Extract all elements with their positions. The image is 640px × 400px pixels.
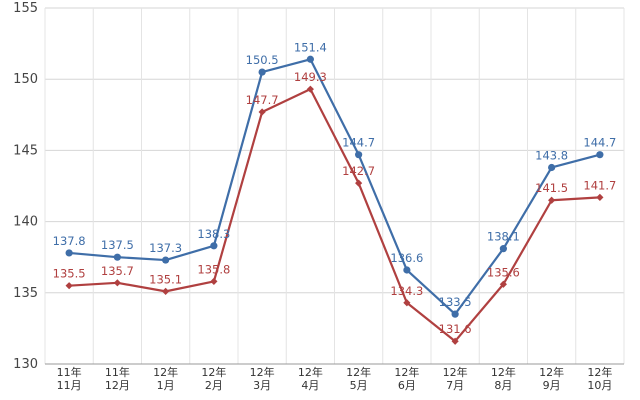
x-tick-label: 12年	[346, 365, 371, 379]
series-2-data-label: 141.5	[535, 181, 568, 195]
series-2-data-label: 135.8	[197, 262, 230, 276]
series-1-data-label: 133.5	[439, 295, 472, 309]
series-2-data-label: 135.6	[487, 265, 520, 279]
series-2-point	[65, 282, 73, 290]
x-tick-label: 9月	[543, 379, 561, 392]
series-2-point	[403, 299, 411, 307]
series-1-data-label: 143.8	[535, 148, 568, 162]
x-tick-label: 3月	[253, 379, 271, 392]
series-1-data-label: 137.5	[101, 238, 134, 252]
series-1-point	[403, 266, 411, 274]
series-1-point	[306, 55, 314, 63]
series-1-data-label: 138.3	[197, 227, 230, 241]
series-layer	[65, 55, 604, 345]
series-1-data-label: 137.8	[53, 234, 86, 248]
x-tick-label: 12年	[153, 365, 178, 379]
series-2-data-label: 149.3	[294, 70, 327, 84]
x-tick-label: 4月	[301, 379, 319, 392]
series-line-1	[69, 58, 601, 316]
series-1-point	[258, 68, 266, 76]
series-2-data-label: 131.6	[439, 322, 472, 336]
x-tick-label: 10月	[587, 379, 612, 392]
series-1-data-label: 138.1	[487, 230, 520, 244]
series-2-point	[499, 280, 507, 288]
series-2-point	[258, 108, 266, 116]
label-layer: 137.8 137.5 137.3 138.3 150.5 151.4 144.7 136.6…	[53, 40, 617, 336]
series-2-data-label: 135.5	[53, 267, 86, 281]
series-2-data-label: 135.7	[101, 264, 134, 278]
x-tick-label: 1月	[157, 379, 175, 392]
x-tick-label: 2月	[205, 379, 223, 392]
y-tick-label: 130	[13, 357, 38, 372]
x-tick-label: 12年	[587, 365, 612, 379]
series-1-point	[499, 245, 507, 253]
y-tick-label: 155	[13, 1, 38, 16]
series-1-data-label: 137.3	[149, 241, 182, 255]
x-tick-label: 12年	[491, 365, 516, 379]
series-2-point	[113, 279, 121, 287]
x-tick-label: 12年	[443, 365, 468, 379]
series-2-point	[162, 287, 170, 295]
axis-layer: 13013514014515015511年11月11年12月12年1月12年2月…	[13, 1, 624, 392]
x-tick-label: 12年	[394, 365, 419, 379]
x-tick-label: 7月	[446, 379, 464, 392]
series-2-data-label: 142.7	[342, 164, 375, 178]
x-tick-label: 12年	[539, 365, 564, 379]
y-tick-label: 145	[13, 143, 38, 158]
x-tick-label: 11年	[105, 365, 130, 379]
series-1-data-label: 144.7	[342, 136, 375, 150]
y-tick-label: 135	[13, 286, 38, 301]
series-2-point	[548, 196, 556, 204]
series-1-data-label: 150.5	[246, 53, 279, 67]
series-1-data-label: 144.7	[583, 136, 616, 150]
series-1-point	[355, 151, 363, 159]
series-2-point	[451, 337, 459, 345]
x-tick-label: 6月	[398, 379, 416, 392]
x-tick-label: 12月	[105, 379, 130, 392]
series-1-point	[162, 256, 170, 264]
grid-layer	[44, 7, 625, 365]
series-2-data-label: 141.7	[583, 178, 616, 192]
series-2-point	[355, 179, 363, 187]
x-tick-label: 5月	[350, 379, 368, 392]
series-1-point	[548, 163, 556, 172]
x-tick-label: 12年	[201, 365, 226, 379]
x-tick-label: 11月	[57, 379, 82, 392]
y-tick-label: 150	[13, 72, 38, 87]
x-tick-label: 12年	[250, 365, 275, 379]
series-2-data-label: 134.3	[390, 284, 423, 298]
series-1-data-label: 136.6	[390, 251, 423, 265]
series-1-point	[451, 310, 459, 318]
series-2-point	[306, 85, 314, 93]
x-tick-label: 8月	[494, 379, 512, 392]
series-2-data-label: 147.7	[246, 93, 279, 107]
x-tick-label: 11年	[57, 365, 82, 379]
series-1-point	[210, 242, 218, 250]
series-2-data-label: 135.1	[149, 272, 182, 286]
series-1-point	[65, 249, 73, 257]
series-1-point	[596, 151, 604, 159]
y-tick-label: 140	[13, 215, 38, 230]
series-1-point	[113, 253, 121, 261]
x-tick-label: 12年	[298, 365, 323, 379]
series-1-data-label: 151.4	[294, 40, 327, 54]
series-2-point	[210, 277, 218, 286]
series-line-2	[69, 88, 600, 343]
series-2-point	[596, 193, 604, 201]
